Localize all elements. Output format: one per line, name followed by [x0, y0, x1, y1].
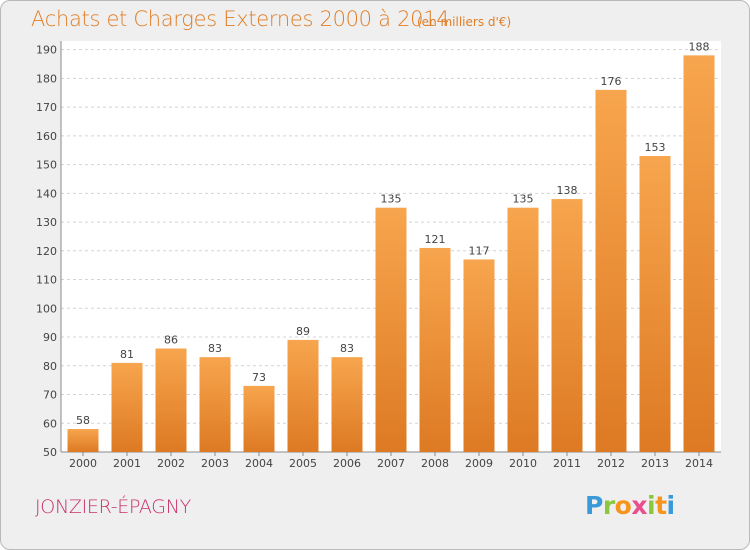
chart-subtitle: (en milliers d'€) [417, 15, 512, 29]
x-tick-label-2003: 2003 [201, 457, 229, 470]
y-tick-label: 90 [43, 331, 57, 344]
bar-2005 [287, 339, 319, 452]
value-label-2004: 73 [252, 371, 266, 384]
x-tick-label-2014: 2014 [685, 457, 713, 470]
y-tick-label: 70 [43, 389, 57, 402]
bar-2009 [463, 259, 495, 452]
x-tick-label-2008: 2008 [421, 457, 449, 470]
x-tick-label-2005: 2005 [289, 457, 317, 470]
bar-2014 [683, 55, 715, 452]
commune-name: JONZIER-ÉPAGNY [35, 496, 191, 518]
value-label-2007: 135 [381, 193, 402, 206]
bar-2013 [639, 155, 671, 453]
y-tick-label: 120 [36, 245, 57, 258]
x-tick-label-2011: 2011 [553, 457, 581, 470]
x-tick-label-2007: 2007 [377, 457, 405, 470]
bar-2007 [375, 207, 407, 452]
value-label-2000: 58 [76, 414, 90, 427]
y-tick-label: 170 [36, 101, 57, 114]
value-label-2013: 153 [645, 141, 666, 154]
y-tick-label: 100 [36, 302, 57, 315]
x-tick-label-2001: 2001 [113, 457, 141, 470]
bar-2012 [595, 89, 627, 452]
chart-title: Achats et Charges Externes 2000 à 2014 [31, 7, 450, 31]
bar-2008 [419, 247, 451, 452]
x-tick-label-2012: 2012 [597, 457, 625, 470]
value-label-2011: 138 [557, 184, 578, 197]
y-tick-label: 80 [43, 360, 57, 373]
bar-2006 [331, 357, 363, 452]
x-tick-label-2000: 2000 [69, 457, 97, 470]
bar-2002 [155, 348, 187, 452]
x-tick-label-2013: 2013 [641, 457, 669, 470]
x-tick-label-2004: 2004 [245, 457, 273, 470]
bar-2011 [551, 199, 583, 452]
y-tick-label: 150 [36, 159, 57, 172]
bar-2004 [243, 385, 275, 452]
x-tick-label-2002: 2002 [157, 457, 185, 470]
value-label-2009: 117 [469, 244, 490, 257]
y-tick-label: 50 [43, 446, 57, 459]
value-label-2008: 121 [425, 233, 446, 246]
value-label-2014: 188 [689, 40, 710, 53]
value-label-2002: 86 [164, 334, 178, 347]
y-tick-label: 180 [36, 72, 57, 85]
value-label-2001: 81 [120, 348, 134, 361]
x-tick-label-2010: 2010 [509, 457, 537, 470]
bar-2001 [111, 362, 143, 452]
value-label-2003: 83 [208, 342, 222, 355]
value-label-2012: 176 [601, 75, 622, 88]
y-tick-label: 190 [36, 44, 57, 57]
value-label-2006: 83 [340, 342, 354, 355]
bar-2010 [507, 207, 539, 452]
value-label-2005: 89 [296, 325, 310, 338]
bar-2000 [67, 429, 99, 452]
x-tick-label-2006: 2006 [333, 457, 361, 470]
x-tick-label-2009: 2009 [465, 457, 493, 470]
y-tick-label: 60 [43, 417, 57, 430]
y-tick-label: 110 [36, 274, 57, 287]
proxiti-logo: Proxiti [585, 491, 675, 520]
y-tick-label: 130 [36, 216, 57, 229]
y-tick-label: 160 [36, 130, 57, 143]
bar-2003 [199, 357, 231, 452]
value-label-2010: 135 [513, 193, 534, 206]
y-tick-label: 140 [36, 187, 57, 200]
